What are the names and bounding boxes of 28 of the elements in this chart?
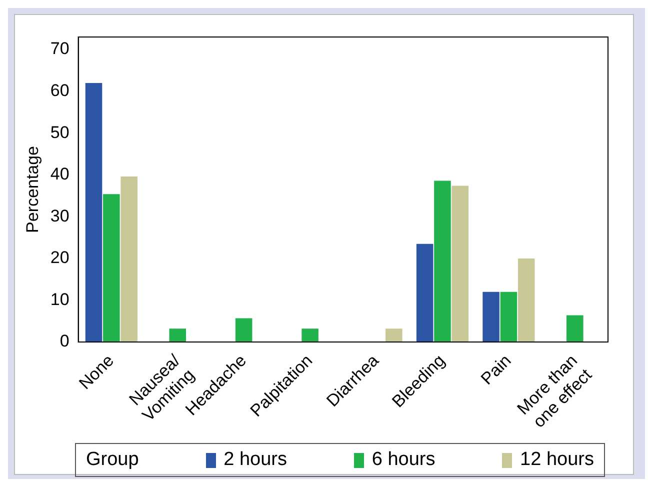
bar xyxy=(120,176,138,342)
bar xyxy=(566,315,584,342)
bar xyxy=(386,328,402,342)
x-tick-label: Pain xyxy=(477,350,515,388)
legend-label: 6 hours xyxy=(370,449,436,471)
y-tick-label: 0 xyxy=(60,332,70,351)
y-axis-title: Percentage xyxy=(22,146,42,233)
bar xyxy=(482,292,500,342)
y-tick-label: 40 xyxy=(50,164,70,184)
legend-title: Group xyxy=(86,449,139,471)
bar xyxy=(302,328,318,342)
bar xyxy=(169,328,186,342)
bar xyxy=(85,82,102,342)
bar xyxy=(518,258,535,342)
bar xyxy=(103,194,120,342)
y-tick-label: 10 xyxy=(50,290,70,309)
y-tick-label: 70 xyxy=(50,39,70,58)
legend-label: 2 hours xyxy=(222,449,288,471)
y-tick-label: 50 xyxy=(50,122,70,142)
bar xyxy=(416,244,434,342)
bar xyxy=(500,292,518,342)
y-tick-label: 30 xyxy=(50,206,70,226)
y-tick-label: 60 xyxy=(50,81,70,100)
y-tick-label: 20 xyxy=(50,248,70,268)
bar xyxy=(452,186,469,342)
bar xyxy=(235,318,252,342)
legend-label: 12 hours xyxy=(519,449,594,471)
bar xyxy=(434,180,451,342)
